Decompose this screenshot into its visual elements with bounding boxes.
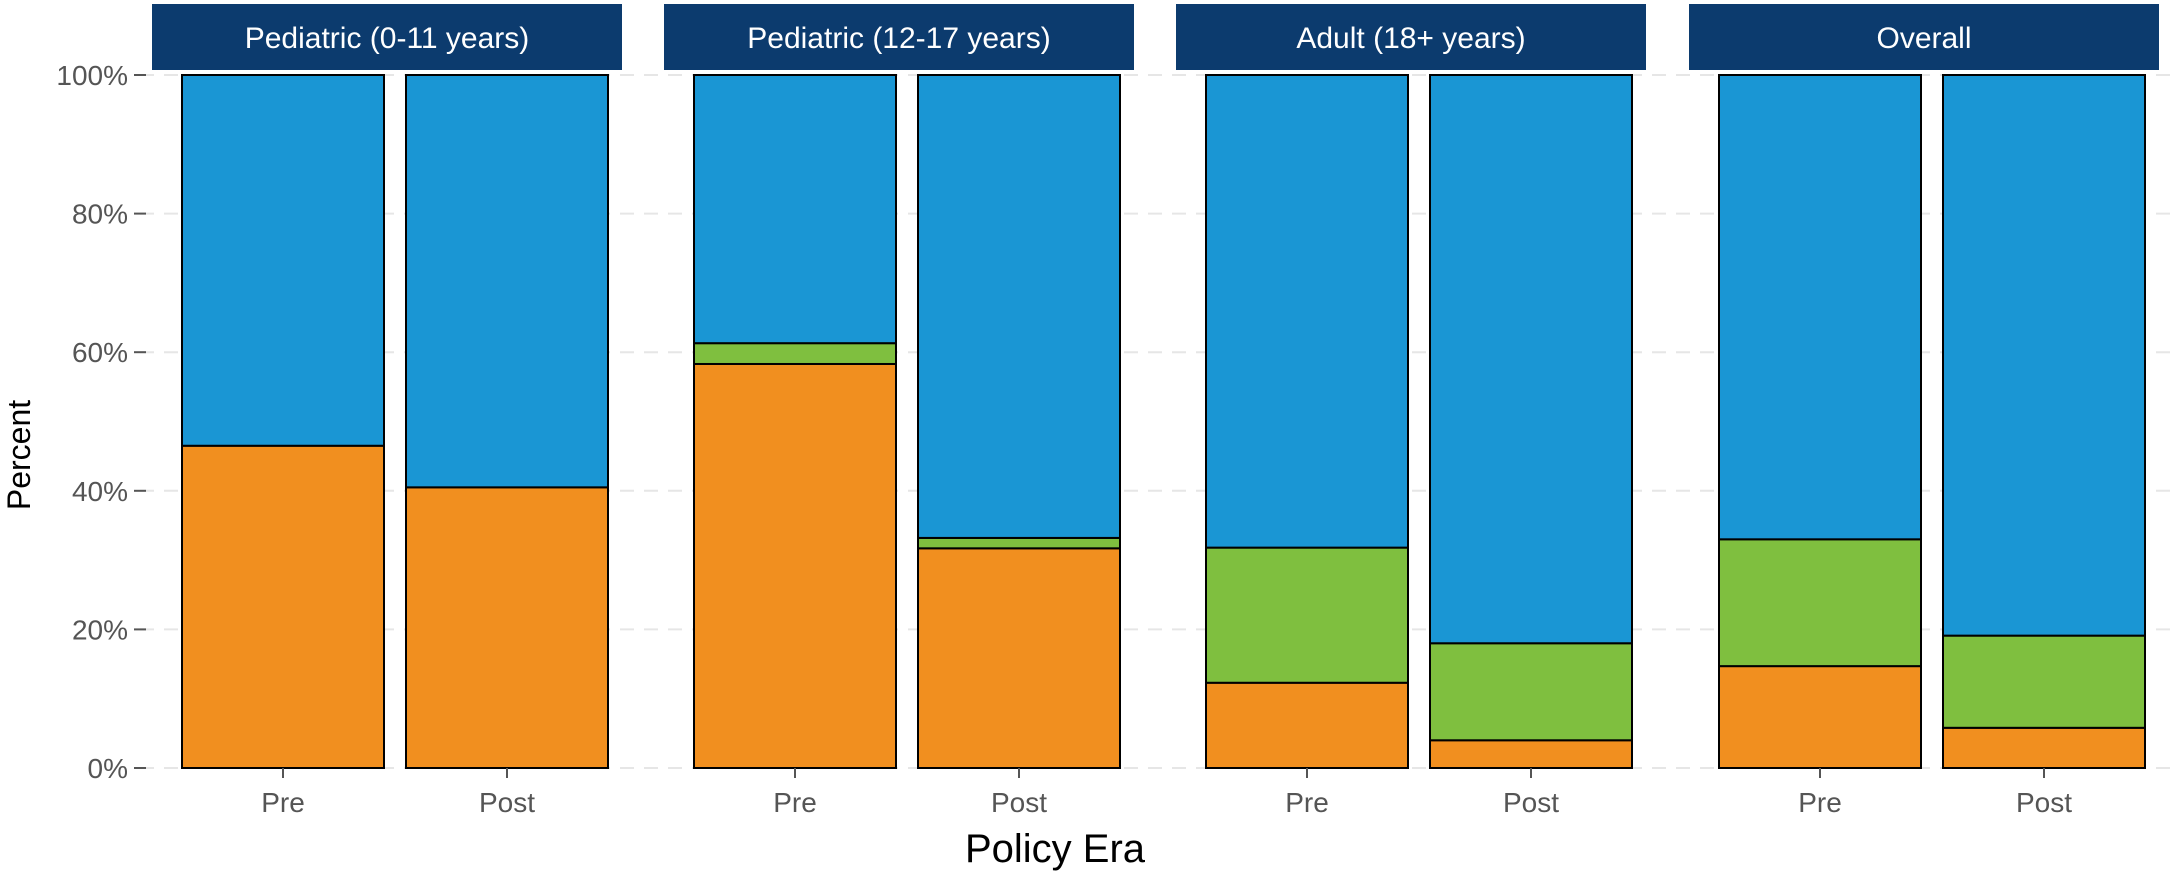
bar-segment xyxy=(405,74,609,489)
y-tick-label: 40% xyxy=(72,476,128,507)
panel-strip xyxy=(664,4,1134,70)
bar-segment xyxy=(1205,74,1409,549)
bar-segment xyxy=(181,74,385,447)
bar-segment xyxy=(693,362,897,769)
panel-strip xyxy=(1689,4,2159,70)
panel: Pediatric (0-11 years) Pre Post xyxy=(152,4,622,818)
y-tick-label: 0% xyxy=(88,753,128,784)
x-tick-label: Pre xyxy=(261,787,305,818)
panel-title: Adult (18+ years) xyxy=(1296,22,1525,55)
bar-segment xyxy=(1429,642,1633,742)
y-axis-title: Percent xyxy=(1,400,37,510)
x-tick-label: Pre xyxy=(1285,787,1329,818)
panel: Pediatric (12-17 years) Pre Post xyxy=(664,4,1134,818)
x-tick-label: Post xyxy=(1503,787,1559,818)
bar-segment xyxy=(1205,681,1409,769)
bar-segment xyxy=(917,547,1121,769)
bar-segment xyxy=(693,74,897,345)
panel-title: Pediatric (0-11 years) xyxy=(245,22,530,55)
bar-segment xyxy=(1718,665,1922,770)
x-tick-label: Post xyxy=(479,787,535,818)
panel-strip xyxy=(1176,4,1646,70)
panel: Overall Pre Post xyxy=(1689,4,2159,818)
bar-segment xyxy=(693,342,897,365)
y-tick-label: 60% xyxy=(72,337,128,368)
bar-segment xyxy=(405,486,609,769)
bar-segment xyxy=(181,444,385,769)
panel-strip xyxy=(152,4,622,70)
y-tick-label: 80% xyxy=(72,199,128,230)
bar-segment xyxy=(1718,538,1922,668)
bar-segment xyxy=(1429,739,1633,770)
y-tick-label: 100% xyxy=(56,60,128,91)
bar-segment xyxy=(917,536,1121,550)
bar-segment xyxy=(1205,546,1409,684)
bar-segment xyxy=(917,74,1121,539)
panel: Adult (18+ years) Pre Post xyxy=(1176,4,1646,818)
bar-segment xyxy=(1429,74,1633,645)
bar-segment xyxy=(1942,74,2146,637)
bar-segment xyxy=(1942,634,2146,729)
x-tick-label: Pre xyxy=(1798,787,1842,818)
x-tick-label: Pre xyxy=(773,787,817,818)
x-tick-label: Post xyxy=(2016,787,2072,818)
panel-title: Overall xyxy=(1876,22,1971,55)
x-tick-label: Post xyxy=(991,787,1047,818)
panel-title: Pediatric (12-17 years) xyxy=(747,22,1050,55)
bar-segment xyxy=(1942,726,2146,770)
bar-segment xyxy=(1718,74,1922,541)
y-axis: 0% 20% 40% 60% 80% 100% xyxy=(56,60,146,784)
x-axis-title: Policy Era xyxy=(965,827,1146,871)
y-tick-label: 20% xyxy=(72,614,128,645)
